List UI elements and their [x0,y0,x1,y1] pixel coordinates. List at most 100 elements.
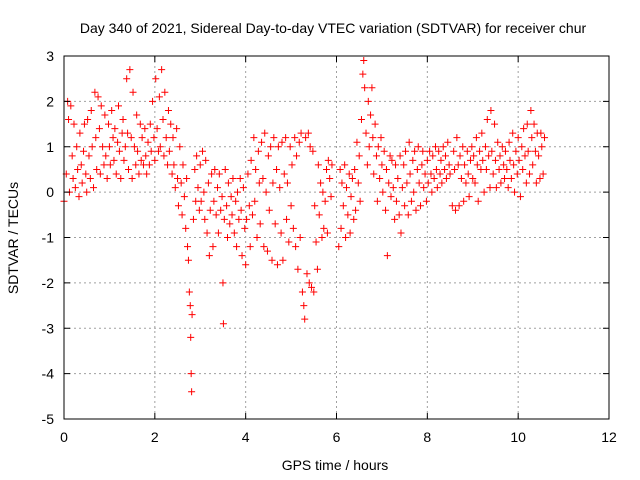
data-point [444,138,452,146]
data-point [200,188,208,196]
data-point [65,116,73,124]
data-point [270,134,278,142]
data-point [435,147,443,155]
data-point [317,179,325,187]
data-point [178,211,186,219]
data-point [129,88,137,96]
data-point [94,93,102,101]
data-point [352,206,360,214]
data-point [208,170,216,178]
data-point [146,120,154,128]
data-point [161,88,169,96]
data-point [130,143,138,151]
data-point [160,152,168,160]
data-point [370,170,378,178]
data-point [468,143,476,151]
data-point [523,120,531,128]
data-point [119,116,127,124]
data-point [355,152,363,160]
data-point [362,129,370,137]
data-point [383,252,391,260]
data-point [196,161,204,169]
data-point [236,175,244,183]
data-point [428,188,436,196]
data-point [495,165,503,173]
data-point [258,138,266,146]
data-point [460,197,468,205]
data-point [204,179,212,187]
data-point [124,129,132,137]
data-point [110,156,118,164]
data-point [232,197,240,205]
data-point [106,161,114,169]
data-point [429,152,437,160]
data-point [91,88,99,96]
data-point [151,156,159,164]
data-point [78,179,86,187]
data-point [74,165,82,173]
data-point [521,152,529,160]
data-point [335,243,343,251]
data-point [453,134,461,142]
data-point [394,175,402,183]
data-point [243,215,251,223]
data-point [520,125,528,133]
data-point [67,102,75,110]
data-point [179,161,187,169]
y-axis-label: SDTVAR / TECUs [5,182,21,294]
data-point [273,261,281,269]
data-point [244,170,252,178]
data-point [188,388,196,396]
data-point [368,84,376,92]
data-point [371,120,379,128]
data-point [539,170,547,178]
data-point [93,165,101,173]
data-point [220,215,228,223]
data-point [407,197,415,205]
data-point [491,156,499,164]
data-point [123,75,131,83]
data-point [472,134,480,142]
data-point [478,129,486,137]
data-point [121,143,129,151]
data-point [360,57,368,65]
data-point [226,220,234,228]
x-tick-label: 10 [510,429,526,445]
data-point [187,370,195,378]
data-point [75,193,83,201]
data-point [143,170,151,178]
data-point [389,184,397,192]
data-point [369,134,377,142]
data-point [469,175,477,183]
data-point [145,161,153,169]
data-point [522,179,530,187]
data-point [454,161,462,169]
data-point [69,175,77,183]
data-point [442,175,450,183]
data-point [127,134,135,142]
data-point [221,165,229,173]
data-point [252,165,260,173]
data-point [432,143,440,151]
data-point [374,143,382,151]
data-point [451,165,459,173]
data-point [486,184,494,192]
data-point [283,215,291,223]
data-point [159,116,167,124]
y-tick-label: -2 [42,275,55,291]
data-point [365,143,373,151]
data-point [406,170,414,178]
data-point [176,143,184,151]
data-point [456,152,464,160]
data-point [132,161,140,169]
data-point [367,111,375,119]
x-tick-label: 0 [60,429,68,445]
data-point [250,134,258,142]
data-point [233,188,241,196]
data-point [501,175,509,183]
data-point [238,252,246,260]
data-point [441,165,449,173]
data-point [323,229,331,237]
data-point [387,193,395,201]
data-point [230,229,238,237]
